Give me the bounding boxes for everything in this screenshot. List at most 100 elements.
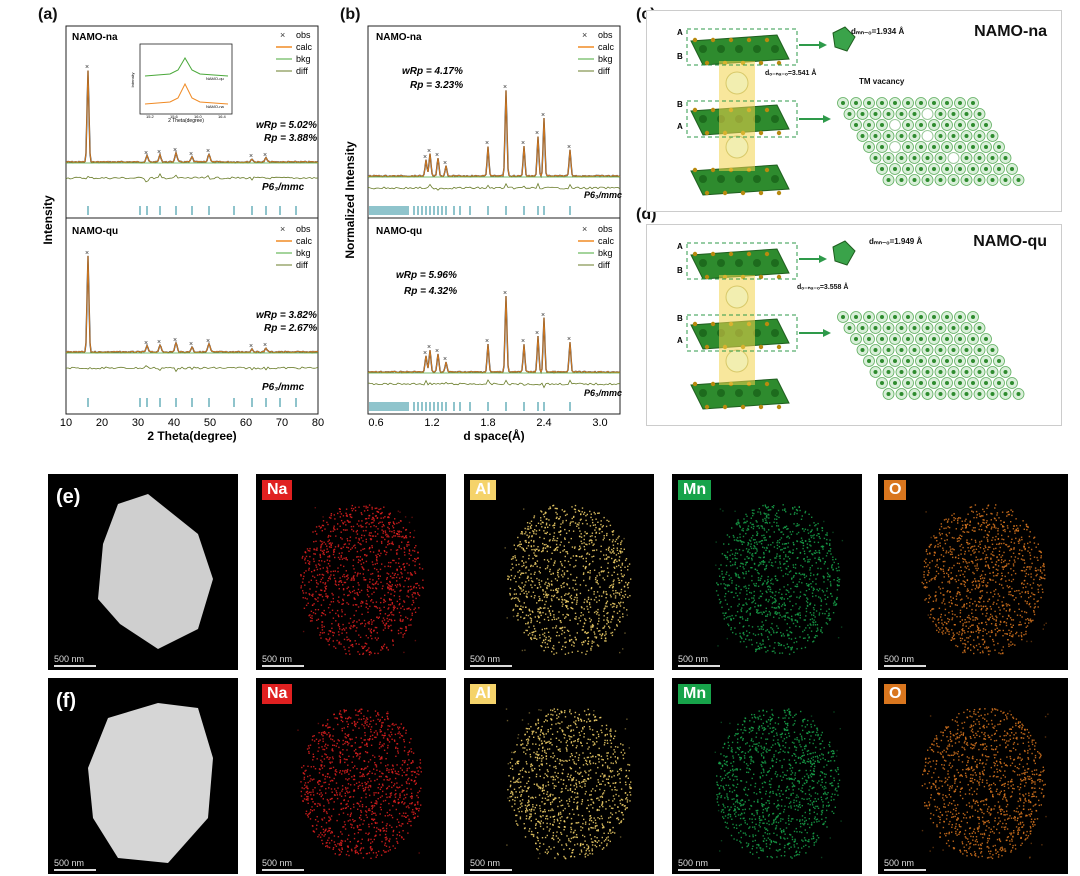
signal-pixel	[810, 624, 812, 626]
signal-pixel	[986, 633, 988, 635]
signal-pixel	[592, 560, 594, 563]
signal-pixel	[726, 603, 728, 605]
signal-pixel	[951, 536, 954, 539]
scale-bar: 500 nm	[262, 654, 305, 667]
signal-pixel	[306, 598, 308, 600]
signal-pixel	[564, 514, 567, 517]
signal-pixel	[527, 634, 530, 636]
signal-pixel	[382, 622, 385, 624]
signal-pixel	[387, 573, 390, 575]
signal-pixel	[584, 618, 586, 620]
signal-pixel	[1004, 575, 1006, 578]
signal-pixel	[978, 597, 981, 599]
signal-pixel	[828, 612, 830, 615]
signal-pixel	[791, 577, 793, 579]
signal-pixel	[569, 619, 571, 621]
signal-pixel	[546, 594, 548, 597]
signal-pixel	[604, 558, 606, 560]
signal-pixel	[959, 599, 962, 601]
signal-pixel	[388, 513, 391, 516]
signal-pixel	[566, 605, 568, 607]
signal-pixel	[335, 647, 337, 649]
signal-pixel	[387, 540, 390, 542]
signal-pixel	[346, 529, 348, 531]
signal-pixel	[1033, 610, 1035, 612]
signal-pixel	[986, 608, 989, 610]
signal-pixel	[740, 636, 742, 639]
signal-pixel	[728, 624, 730, 627]
signal-pixel	[377, 571, 379, 573]
signal-pixel	[377, 533, 379, 535]
signal-pixel	[993, 524, 996, 526]
signal-pixel	[597, 583, 599, 585]
mn-site	[854, 315, 858, 319]
signal-pixel	[583, 608, 585, 610]
signal-pixel	[978, 605, 980, 608]
signal-pixel	[1000, 653, 1002, 655]
signal-pixel	[348, 622, 350, 624]
signal-pixel	[356, 550, 359, 553]
signal-pixel	[772, 565, 774, 567]
signal-pixel	[534, 635, 536, 637]
signal-pixel	[330, 544, 332, 546]
signal-pixel	[385, 546, 387, 548]
signal-pixel	[978, 630, 980, 632]
signal-pixel	[578, 617, 580, 619]
signal-pixel	[620, 569, 622, 572]
signal-pixel	[521, 572, 524, 574]
dspace-refinement-chart: Normalized Intensity d space(Å) 0.6 1.2 …	[343, 25, 622, 443]
signal-pixel	[535, 563, 537, 565]
signal-pixel	[734, 572, 737, 574]
signal-pixel	[616, 573, 619, 576]
signal-pixel	[621, 562, 624, 565]
signal-pixel	[300, 585, 302, 587]
signal-pixel	[1029, 552, 1031, 554]
mn-site	[893, 359, 897, 363]
signal-pixel	[410, 624, 412, 626]
signal-pixel	[338, 641, 341, 643]
signal-pixel	[933, 618, 936, 620]
signal-pixel	[374, 637, 377, 639]
signal-pixel	[985, 609, 987, 611]
signal-pixel	[517, 571, 519, 573]
signal-pixel	[933, 577, 935, 579]
signal-pixel	[758, 597, 760, 599]
signal-pixel	[830, 583, 832, 585]
signal-pixel	[1021, 635, 1023, 638]
signal-pixel	[572, 555, 575, 557]
signal-pixel	[376, 556, 378, 559]
signal-pixel	[401, 536, 403, 538]
signal-pixel	[525, 541, 527, 543]
signal-pixel	[328, 534, 330, 537]
signal-pixel	[932, 620, 934, 623]
signal-pixel	[360, 537, 363, 539]
signal-pixel	[331, 542, 333, 544]
signal-pixel	[788, 634, 790, 636]
signal-pixel	[398, 521, 400, 524]
signal-pixel	[537, 615, 539, 617]
signal-pixel	[947, 551, 950, 554]
signal-pixel	[967, 641, 969, 643]
signal-pixel	[362, 647, 365, 649]
signal-pixel	[342, 588, 345, 590]
signal-pixel	[585, 619, 587, 621]
signal-pixel	[798, 506, 800, 508]
signal-pixel	[316, 586, 318, 588]
signal-pixel	[318, 593, 320, 596]
signal-pixel	[1024, 591, 1027, 594]
signal-pixel	[990, 631, 993, 634]
signal-pixel	[354, 640, 356, 642]
signal-pixel	[998, 595, 1001, 597]
mn-site	[951, 178, 956, 182]
signal-pixel	[995, 624, 998, 627]
signal-pixel	[323, 631, 325, 634]
signal-pixel	[929, 561, 931, 564]
signal-pixel	[1015, 518, 1017, 520]
signal-pixel	[414, 611, 417, 613]
signal-pixel	[363, 510, 366, 512]
signal-pixel	[1016, 614, 1019, 616]
signal-pixel	[534, 637, 536, 639]
signal-pixel	[542, 589, 544, 591]
signal-pixel	[771, 597, 774, 599]
obs-marker: ×	[443, 160, 447, 167]
